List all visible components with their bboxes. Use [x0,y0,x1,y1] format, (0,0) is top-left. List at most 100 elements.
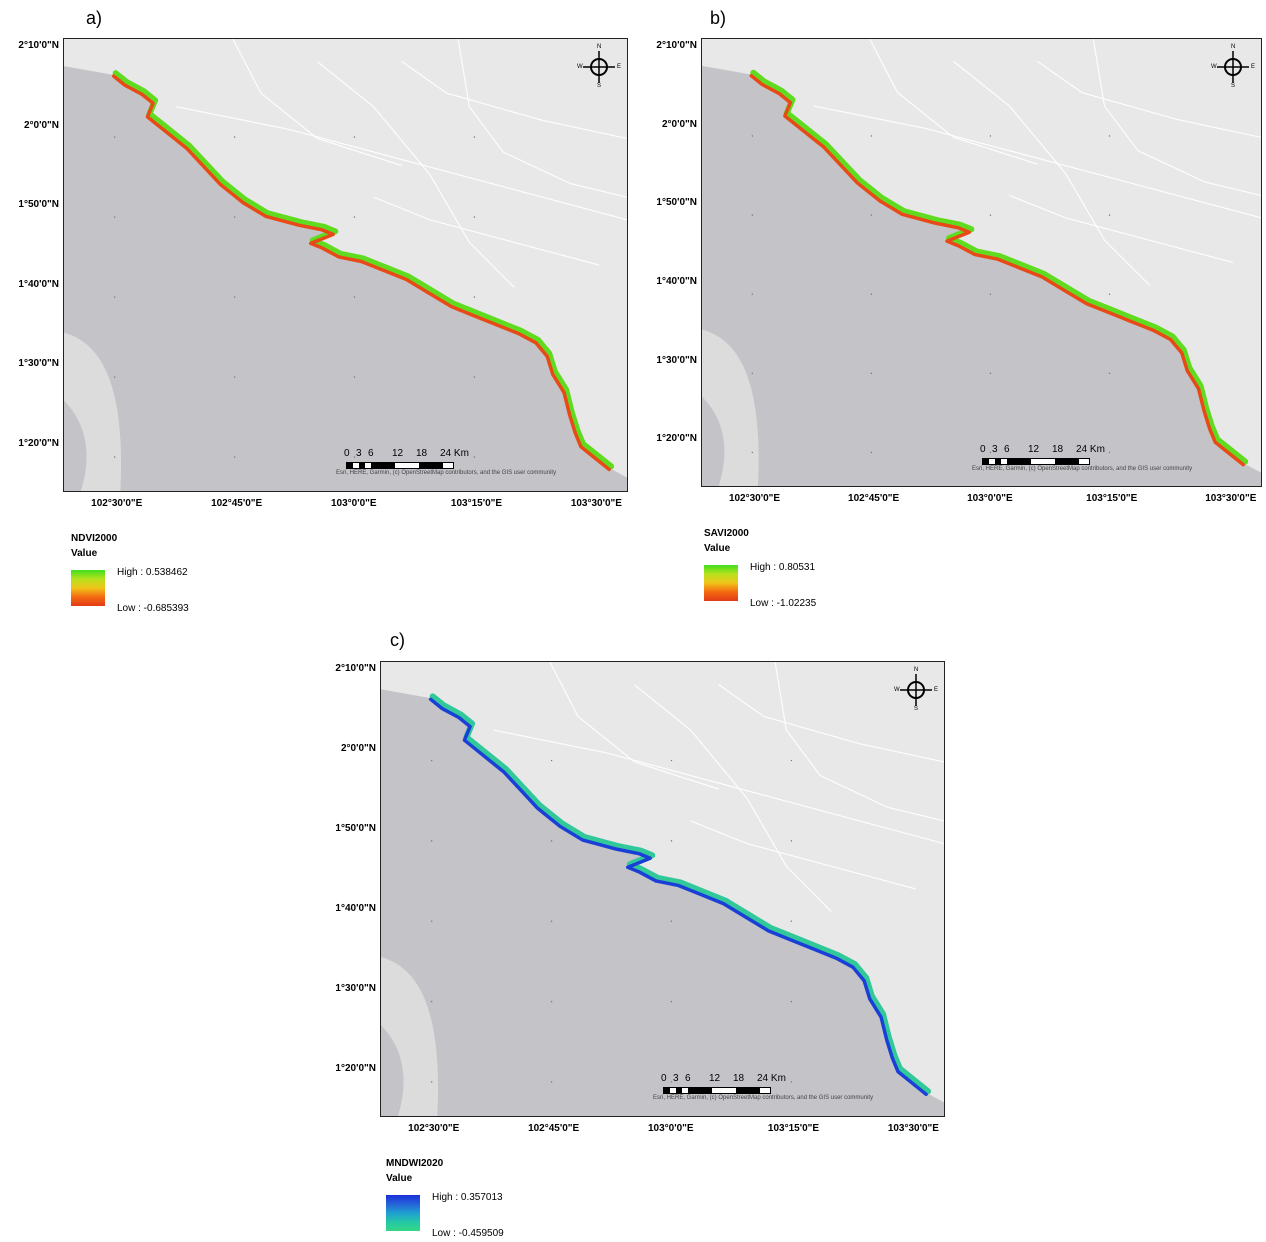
grid-tick [989,214,992,216]
scale-tick-label: 6 [368,448,374,459]
grid-tick [233,136,236,138]
coastline-inner-band [749,74,1245,467]
latitude-label: 1°20'0"N [335,1062,376,1074]
land-patch-east [1244,405,1261,442]
longitude-label: 102°30'0"E [728,493,781,504]
grid-tick [430,1000,433,1003]
grid-tick [751,214,754,216]
scale-tick-label: 24 Km [1076,444,1105,455]
scale-tick-label: 3 [992,444,998,455]
compass-n-label: N [914,667,919,673]
grid-tick [670,1000,673,1003]
road [718,684,944,763]
scale-tick-label: 3 [356,448,362,459]
scale-tick-label: 24 Km [440,448,469,459]
panel-c-letter: c) [390,630,405,650]
longitude-label: 102°30'0"E [408,1123,460,1134]
legend-value-label: Value [386,1173,413,1184]
grid-tick [473,136,476,138]
grid-tick [473,456,476,458]
compass-w-label: W [1211,64,1217,70]
scale-tick-label: 12 [1028,444,1040,455]
map-canvas [381,662,944,1116]
channel [381,1025,404,1116]
grid-tick [550,759,553,762]
land-patch-east [927,1034,944,1071]
road [774,662,944,822]
road [373,196,600,266]
legend-high-label: High : 0.357013 [432,1192,503,1203]
panel-b-letter: b) [710,8,727,28]
grid-tick [751,135,754,137]
legend-title: MNDWI2020 [386,1158,444,1169]
grid-tick [430,840,433,842]
longitude-label: 102°45'0"E [848,493,900,504]
longitude-label: 102°45'0"E [528,1123,580,1134]
grid-tick [870,135,873,137]
compass-w-label: W [894,687,900,693]
latitude-label: 2°10'0"N [335,663,376,674]
grid-tick [751,451,754,454]
grid-tick [989,293,992,295]
legend-title: NDVI2000 [71,533,118,544]
scale-tick-label: 18 [733,1073,745,1084]
grid-tick [353,456,356,458]
legend-b: SAVI2000 Value High : 0.80531 Low : -1.0223… [704,528,884,612]
sea-area [381,689,944,1116]
scale-tick-label: 0 [344,448,350,459]
road [1092,39,1261,197]
grid-tick [1108,372,1111,375]
legend-high-label: High : 0.538462 [117,567,188,578]
grid-tick [790,1000,793,1003]
scale-tick-label: 18 [416,448,428,459]
road [457,39,627,198]
latitude-label: 1°20'0"N [656,433,697,445]
scale-tick-label: 0 [980,444,986,455]
grid-tick [1108,293,1111,295]
map-a[interactable]: N S E W 0 3 6 12 18 24 Km Esri, HERE, Garmin, (c) … [63,38,628,492]
coastline-outer-band [112,70,615,470]
coastline-inner-band [428,697,928,1097]
grid-tick [550,920,553,922]
compass-s-label: S [914,706,919,712]
legend-color-ramp [71,570,105,606]
latitude-label: 2°0'0"N [661,118,697,130]
longitude-label: 103°0'0"E [330,498,377,509]
latitude-label: 1°40'0"N [656,276,697,288]
channel [702,396,725,486]
grid-tick [353,216,356,218]
grid-tick [790,840,793,842]
road [690,820,917,890]
scale-tick-label: 0 [661,1073,667,1084]
road [549,662,719,790]
road [232,39,402,167]
road [1009,194,1234,264]
legend-c: MNDWI2020 Value High : 0.357013 Low : -0.45… [386,1158,566,1242]
grid-tick [670,759,673,762]
latitude-label: 1°30'0"N [18,358,59,370]
grid-tick [670,840,673,842]
grid-tick [550,840,553,842]
coastline-inner-band [111,74,611,472]
road [633,684,832,913]
grid-tick [751,372,754,375]
scale-tick-label: 24 Km [757,1073,786,1084]
latitude-label: 2°10'0"N [18,40,59,51]
grid-tick [353,296,356,298]
grid-tick [790,1081,793,1083]
grid-tick [113,296,116,298]
grid-tick [113,376,116,378]
legend-a: NDVI2000 Value High : 0.538462 Low : -0.685… [71,533,251,617]
sea-area [64,66,627,491]
road [493,729,944,845]
map-c[interactable]: N S E W 0 3 6 12 18 24 Km Esri, HERE, Garmin, (c) … [380,661,945,1117]
grid-tick [113,136,116,138]
map-b[interactable]: N S E W 0 3 6 12 18 24 Km Esri, HERE, Garmin, (c) … [701,38,1262,487]
longitude-label: 103°0'0"E [967,493,1013,504]
scale-tick-label: 3 [673,1073,679,1084]
grid-tick [550,1000,553,1003]
road [1037,60,1261,138]
channel [64,400,87,491]
scale-tick-label: 6 [685,1073,691,1084]
coastline-outer-band [429,693,932,1095]
